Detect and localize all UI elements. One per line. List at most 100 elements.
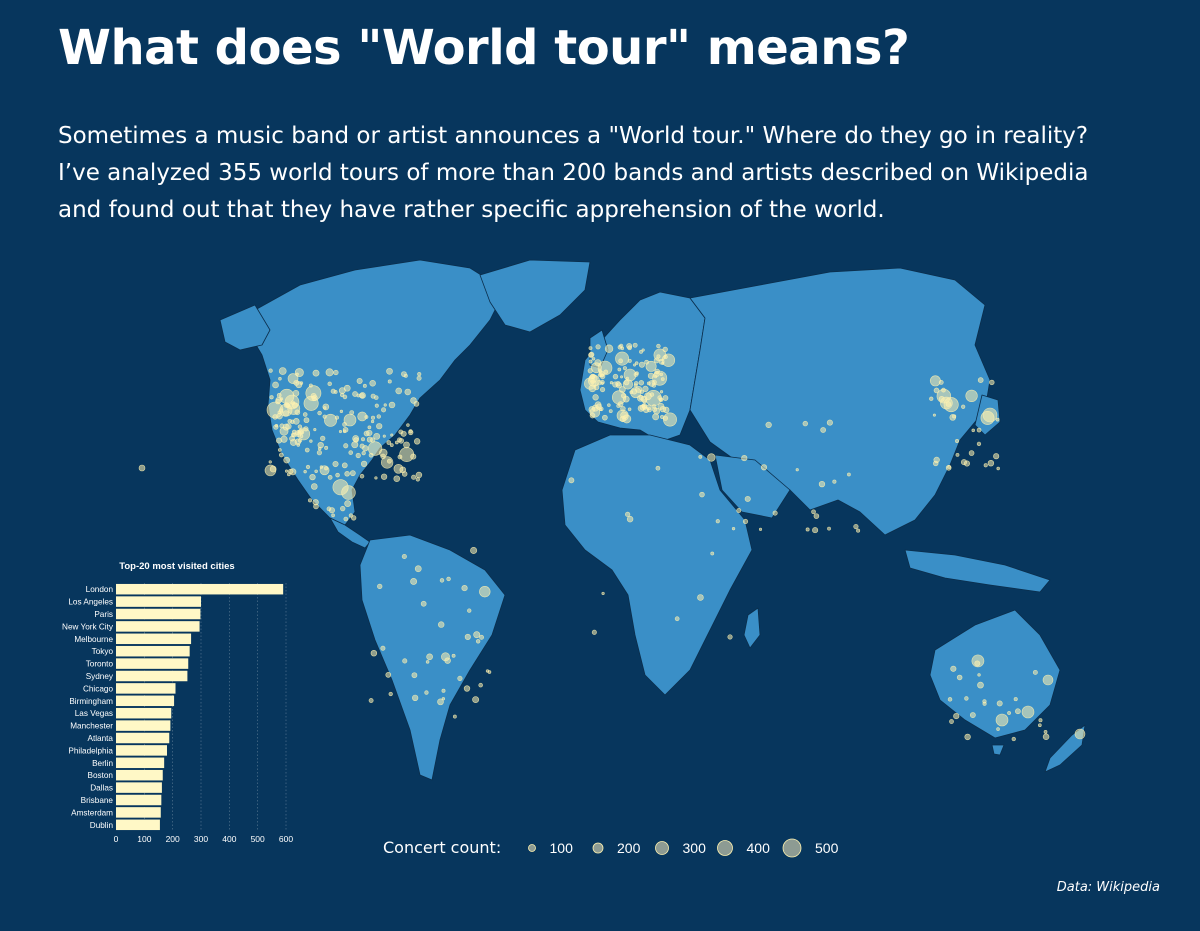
concert-marker: [351, 441, 359, 449]
x-tick-label: 200: [166, 834, 180, 844]
concert-marker: [818, 480, 826, 488]
bar-label: Berlin: [92, 759, 113, 768]
concert-marker: [660, 377, 665, 381]
concert-marker: [626, 515, 634, 523]
concert-marker: [293, 379, 300, 386]
concert-marker: [278, 367, 287, 375]
concert-marker: [832, 479, 837, 484]
concert-marker: [417, 372, 422, 377]
concert-marker: [452, 714, 457, 719]
intro-line: Sometimes a music band or artist announc…: [58, 123, 1089, 149]
concert-marker: [437, 698, 444, 706]
concert-marker: [408, 429, 414, 436]
concert-marker: [302, 412, 308, 417]
chart-bars: [116, 583, 284, 831]
concert-marker: [947, 697, 953, 702]
page-title: What does "World tour" means?: [58, 20, 910, 76]
concert-marker: [344, 471, 350, 477]
concert-marker: [943, 397, 959, 413]
concert-marker: [987, 459, 995, 467]
concert-marker: [393, 464, 404, 474]
bar-dallas: [116, 782, 162, 793]
concert-marker: [444, 657, 451, 664]
concert-marker: [467, 608, 472, 613]
concert-marker: [627, 358, 632, 363]
concert-marker: [446, 576, 451, 582]
bar-los-angeles: [116, 596, 201, 607]
concert-marker: [622, 366, 627, 371]
concert-marker: [441, 697, 446, 701]
concert-markers: [138, 342, 1086, 742]
concert-marker: [413, 401, 420, 407]
concert-marker: [309, 473, 316, 481]
bar-label: New York City: [62, 622, 114, 631]
concert-marker: [416, 375, 422, 381]
concert-marker: [287, 418, 293, 424]
concert-marker: [950, 665, 957, 672]
legend-value: 400: [747, 840, 771, 856]
concert-marker: [479, 585, 491, 598]
concert-marker: [356, 378, 363, 384]
concert-marker: [399, 447, 415, 462]
concert-marker: [655, 465, 661, 471]
concert-marker: [616, 409, 629, 422]
concert-marker: [387, 379, 392, 384]
concert-marker: [1021, 705, 1035, 719]
concert-marker: [588, 359, 593, 364]
world-map: [138, 259, 1086, 781]
land-africa: [561, 434, 753, 696]
concert-marker: [370, 649, 378, 657]
concert-marker: [938, 395, 945, 402]
intro-line: and found out that they have rather spec…: [58, 197, 885, 223]
concert-marker: [932, 413, 936, 417]
concert-marker: [394, 440, 399, 445]
land-indonesia: [904, 549, 1051, 593]
concert-marker: [411, 474, 417, 480]
concert-marker: [272, 381, 279, 389]
concert-marker: [996, 700, 1003, 707]
legend-circle: [655, 841, 669, 855]
bar-label: Birmingham: [69, 697, 113, 706]
concert-marker: [312, 369, 320, 377]
concert-marker: [658, 358, 665, 365]
concert-marker: [401, 471, 408, 477]
concert-marker: [470, 546, 478, 554]
concert-marker: [333, 369, 339, 376]
concert-marker: [359, 473, 365, 479]
concert-marker: [386, 440, 392, 445]
concert-marker: [663, 412, 677, 427]
concert-marker: [968, 450, 975, 456]
concert-marker: [765, 421, 772, 429]
concert-marker: [317, 446, 322, 451]
top-cities-bar-chart: Top-20 most visited cities London Los Ang…: [62, 561, 293, 844]
legend-value: 500: [815, 840, 839, 856]
concert-marker: [758, 527, 763, 531]
land-greenland: [479, 259, 591, 333]
bar-dublin: [116, 819, 160, 831]
bar-label: Tokyo: [92, 647, 114, 656]
bar-chicago: [116, 683, 176, 694]
concert-marker: [933, 387, 940, 394]
concert-marker: [277, 448, 282, 452]
concert-marker: [623, 368, 637, 382]
bar-new-york-city: [116, 621, 200, 632]
concert-marker: [600, 387, 606, 393]
concert-marker: [362, 383, 367, 388]
concert-marker: [283, 456, 290, 464]
concert-marker: [820, 427, 827, 433]
concert-marker: [622, 395, 630, 403]
concert-marker: [977, 681, 984, 689]
concert-marker: [645, 360, 657, 372]
concert-marker: [410, 578, 418, 585]
bar-label: Paris: [94, 610, 113, 619]
concert-marker: [377, 583, 383, 590]
source-note: Data: Wikipedia: [1056, 880, 1160, 895]
concert-marker: [656, 343, 661, 349]
concert-marker: [359, 392, 366, 399]
concert-marker: [369, 380, 376, 387]
concert-marker: [941, 387, 946, 393]
concert-marker: [646, 407, 652, 413]
concert-marker: [982, 407, 998, 423]
concert-marker: [464, 633, 471, 640]
concert-marker: [343, 413, 357, 427]
